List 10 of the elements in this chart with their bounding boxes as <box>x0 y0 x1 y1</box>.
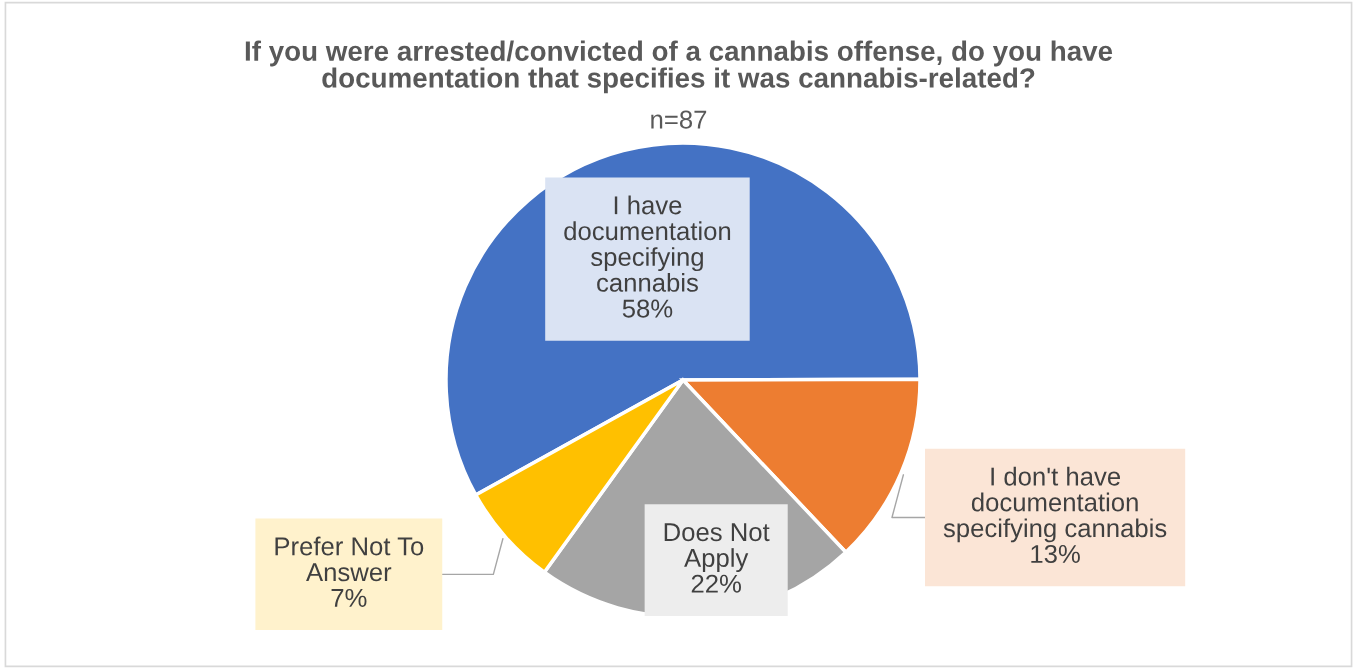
slice-label: I don't have documentation specifying cannabis <box>943 466 1167 543</box>
data-label: 22% <box>691 574 741 593</box>
data-label: 13% <box>1031 544 1080 564</box>
slice-label: Does Not Apply <box>664 523 770 573</box>
chart-title: If you were arrested/convicted of a cannabis offense, do you have documentation that specifies it was cannabis-related? <box>245 40 1113 94</box>
data-label: 7% <box>331 588 367 607</box>
data-label: 58% <box>622 299 673 318</box>
chart-subtitle: n=87 <box>651 110 707 129</box>
slice-label: Prefer Not To Answer <box>275 536 424 582</box>
slice-label: I have documentation specifying cannabis <box>564 195 731 292</box>
